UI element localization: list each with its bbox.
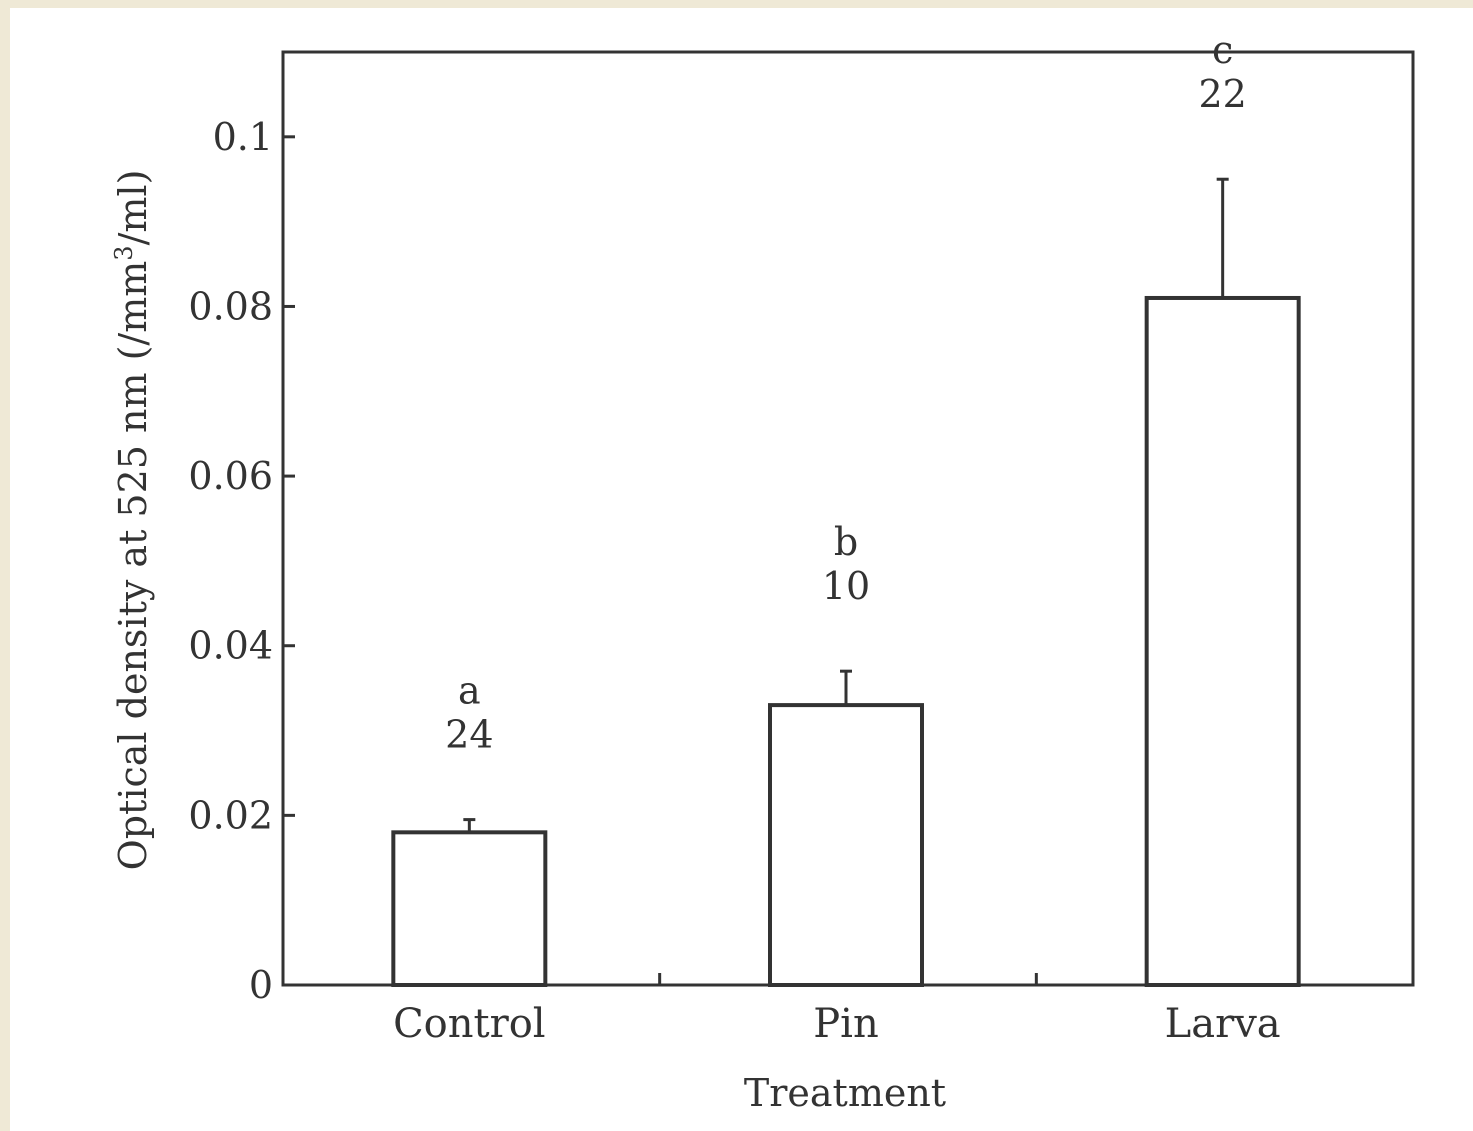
- bar-larva: [1144, 295, 1301, 987]
- bars-group: [391, 177, 1301, 987]
- y-tick-label: 0: [249, 963, 273, 1007]
- y-axis-label: Optical density at 525 nm (/mm3/ml): [110, 170, 155, 871]
- y-tick-label: 0.08: [188, 284, 273, 328]
- x-tick-label: Control: [393, 1001, 546, 1047]
- bar-control: [391, 830, 548, 987]
- bar-pin: [768, 703, 924, 987]
- y-tick-label: 0.02: [188, 793, 273, 837]
- group-letter: a: [458, 669, 481, 713]
- y-tick-label: 0.06: [188, 454, 273, 498]
- group-letter: b: [834, 520, 858, 564]
- sample-size: 10: [822, 564, 870, 608]
- sample-size: 22: [1198, 72, 1246, 116]
- group-letter: c: [1212, 28, 1233, 72]
- annotations-group: a24 b10 c22: [445, 28, 1247, 756]
- y-tick-label: 0.04: [188, 624, 273, 668]
- x-tick-label: Larva: [1165, 1001, 1281, 1047]
- y-axis-label-end: /ml): [111, 170, 155, 246]
- sample-size: 24: [445, 713, 493, 757]
- y-axis-label-main: Optical density at 525 nm (/mm: [111, 261, 155, 871]
- y-axis-label-superscript: 3: [110, 245, 138, 260]
- y-axis-ticks: 0 0.02 0.04 0.06 0.08 0.1: [188, 115, 295, 1007]
- x-tick-label: Pin: [813, 1001, 878, 1047]
- x-axis-ticks: Control Pin Larva: [393, 973, 1281, 1047]
- y-tick-label: 0.1: [213, 115, 273, 159]
- x-axis-label: Treatment: [744, 1071, 946, 1115]
